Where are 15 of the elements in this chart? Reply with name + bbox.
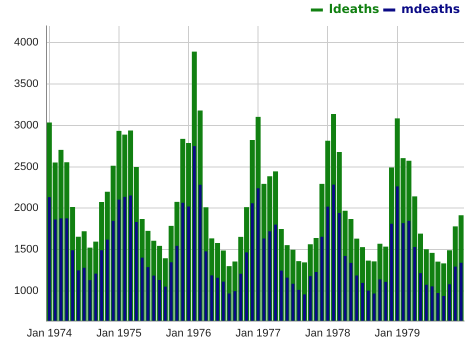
y-tick-label: 4000 [14,36,38,49]
x-tick-label: Jan 1975 [96,327,142,340]
legend-label: ldeaths [328,2,380,16]
x-tick-label: Jan 1978 [305,327,350,340]
legend-label: mdeaths [401,2,460,16]
x-tick-label: Jan 1974 [26,327,72,340]
y-tick-label: 1500 [14,244,38,256]
x-tick-label: Jan 1976 [166,327,212,340]
y-tick-label: 2000 [14,202,38,214]
y-tick-label: 3000 [14,119,38,132]
x-tick-label: Jan 1979 [374,327,420,340]
x-tick-label: Jan 1977 [236,327,281,340]
y-tick-label: 3500 [14,78,38,90]
y-tick-label: 2500 [14,160,38,173]
y-tick-label: 1000 [14,285,38,298]
